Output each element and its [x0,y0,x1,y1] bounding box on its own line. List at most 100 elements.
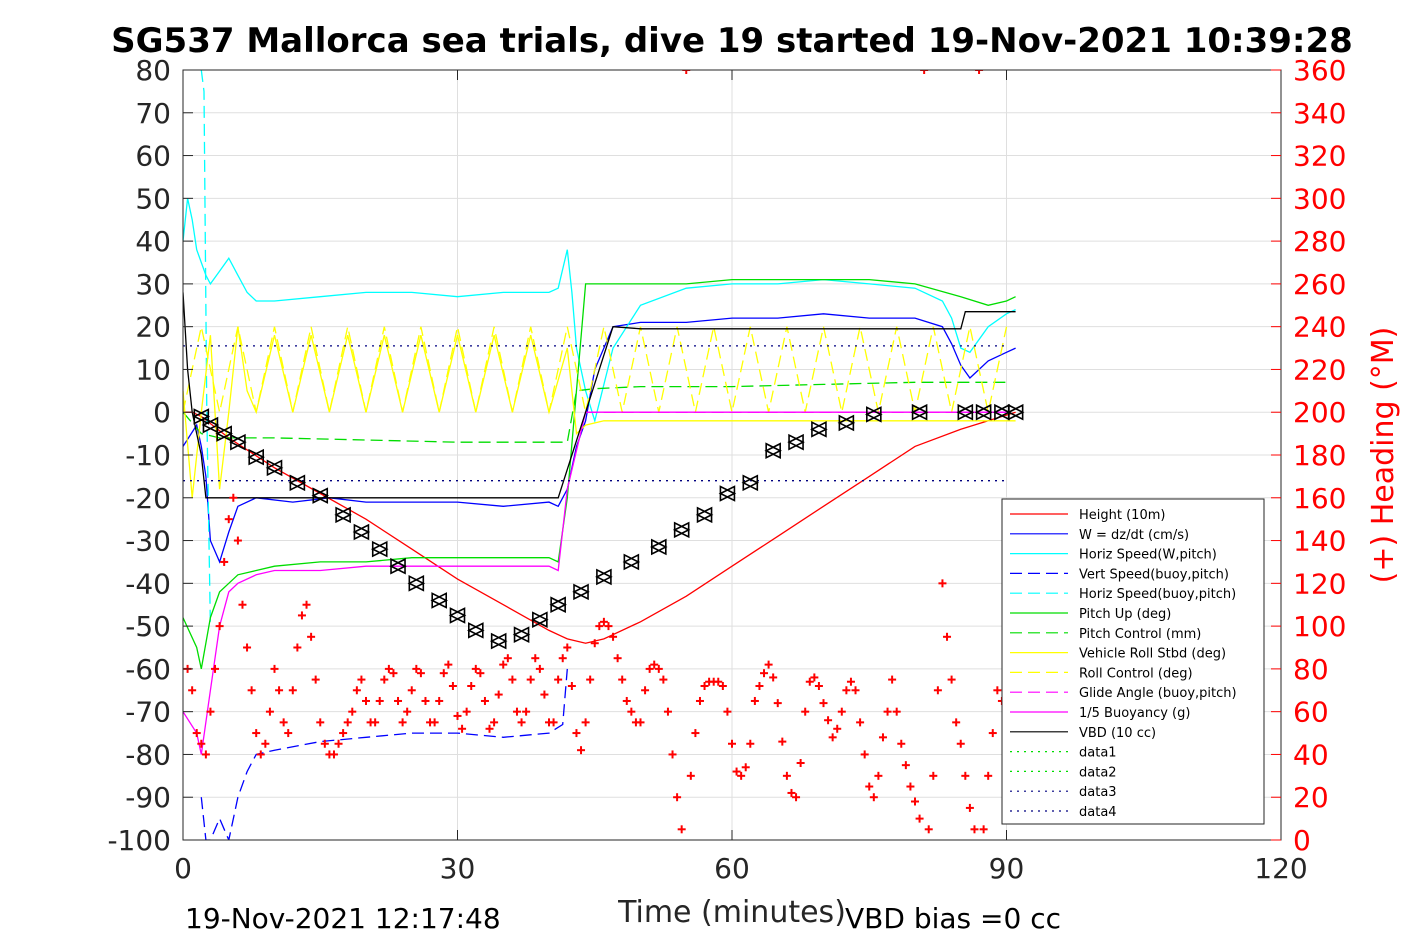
y-tick-label: -80 [125,738,171,771]
heading-marker [636,718,645,727]
y-tick-label: 80 [135,54,171,87]
y2-tick-label: 60 [1293,696,1329,729]
heading-marker [480,696,489,705]
heading-marker [933,686,942,695]
heading-marker [677,825,686,834]
depth-marker [531,611,549,628]
heading-marker [339,729,348,738]
depth-marker [430,592,448,609]
depth-marker [974,403,993,421]
heading-marker [728,739,736,748]
heading-marker [512,707,521,716]
heading-marker [430,718,439,727]
legend-label: data4 [1079,805,1117,820]
y-tick-label: -90 [125,781,171,814]
heading-marker [801,707,810,716]
heading-marker [302,600,311,609]
heading-marker [252,729,261,738]
heading-marker [865,782,874,791]
y-tick-label: 20 [135,311,171,344]
legend-label: data3 [1079,785,1117,800]
heading-marker [764,660,773,669]
series-line [200,70,212,627]
depth-marker [764,442,782,460]
heading-marker [732,767,741,776]
heading-marker [403,707,412,716]
heading-marker [554,675,563,684]
depth-marker [837,414,856,432]
legend-label: Glide Angle (buoy,pitch) [1079,686,1237,701]
heading-marker [371,718,380,727]
heading-marker [938,579,947,588]
heading-marker [563,643,572,652]
heading-marker [924,825,933,834]
depth-marker [910,403,929,421]
depth-marker [467,622,485,639]
depth-marker [334,506,352,524]
depth-marker [489,632,508,650]
legend-label: VBD (10 cc) [1079,726,1156,741]
heading-marker [508,675,517,684]
legend-item: 1/5 Buoyancy (g) [1010,706,1190,721]
heading-marker [297,611,306,620]
heading-marker [755,682,764,690]
heading-marker [814,682,823,690]
depth-marker [672,521,691,539]
heading-marker [869,793,878,802]
heading-marker [467,682,476,690]
legend-items: Height (10m) W = dz/dt (cm/s) Horiz Speed(… [1010,508,1237,820]
depth-marker [201,416,220,434]
heading-marker [535,664,544,673]
legend-item: VBD (10 cc) [1010,726,1156,741]
heading-marker [833,724,842,733]
heading-marker [307,632,316,641]
x-ticks: 0 30 60 90 120 [174,70,1308,885]
y-tick-label: -60 [125,653,171,686]
heading-marker [760,669,769,678]
depth-marker [288,474,307,492]
heading-marker [888,675,897,684]
heading-marker [970,825,979,834]
heading-marker [782,771,791,780]
heading-marker [503,654,512,663]
heading-marker [965,803,974,812]
heading-marker [485,724,494,733]
legend-label: Vert Speed(buoy,pitch) [1079,567,1229,582]
heading-marker [211,664,220,673]
heading-marker [650,660,659,669]
heading-marker [439,669,448,678]
x-axis-label: Time (minutes) [617,895,846,930]
depth-marker [718,485,737,502]
x-tick-label: 60 [714,852,750,885]
y2-tick-label: 140 [1293,525,1346,558]
legend-item: Roll Control (deg) [1010,666,1193,681]
heading-marker [805,677,814,686]
depth-marker [622,553,641,571]
heading-marker [320,739,329,748]
y2-tick-label: 260 [1293,268,1346,301]
heading-marker [906,782,915,791]
y2-tick-label: 280 [1293,225,1346,258]
heading-marker [778,737,787,746]
y-tick-label: -40 [125,567,171,600]
heading-marker [604,622,613,631]
heading-marker [261,739,270,748]
heading-marker [549,718,558,727]
heading-marker [769,673,778,682]
legend-item: data2 [1010,765,1117,780]
heading-marker [238,600,247,609]
legend-item: data3 [1010,785,1117,800]
y2-tick-label: 100 [1293,610,1346,643]
heading-marker [462,707,471,716]
depth-marker [407,575,426,592]
heading-marker [586,675,595,684]
y2-tick-label: 160 [1293,482,1346,515]
series-line [200,668,568,840]
heading-marker [718,682,727,690]
y2-tick-label: 180 [1293,439,1346,472]
heading-marker [233,536,242,545]
heading-marker [956,739,965,748]
heading-marker [362,696,370,705]
heading-marker [819,699,828,708]
